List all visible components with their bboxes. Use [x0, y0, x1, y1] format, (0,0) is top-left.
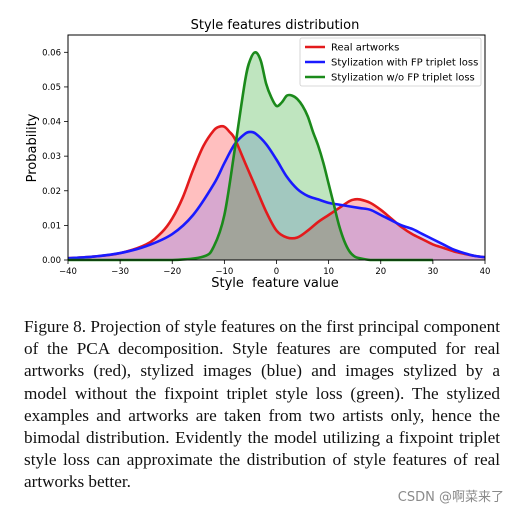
y-axis-ticks: 0.00 0.01 0.02 0.03 0.04 0.05 0.06	[42, 48, 68, 266]
x-tick-label: 0	[274, 267, 279, 277]
x-axis-label: Style feature value	[211, 276, 339, 291]
x-tick-label: −10	[215, 267, 233, 277]
figure-chart: Style features distribution −40 −30 −20 −10…	[25, 18, 490, 291]
y-tick-label: 0.02	[42, 187, 61, 197]
chart-title: Style features distribution	[191, 18, 360, 33]
x-tick-label: −20	[163, 267, 181, 277]
legend: Real artworks Stylization with FP triplet…	[299, 37, 482, 87]
y-tick-label: 0.00	[42, 256, 61, 266]
legend-box	[299, 37, 482, 87]
y-axis-label: Probability	[25, 113, 40, 182]
watermark: CSDN @啊菜来了	[397, 490, 504, 505]
x-tick-label: −40	[59, 267, 77, 277]
area-stylization-without-fp	[68, 52, 433, 261]
x-tick-label: 10	[323, 267, 334, 277]
plot-lines	[67, 51, 486, 262]
figure-caption: Figure 8. Projection of style features o…	[24, 317, 500, 492]
y-tick-label: 0.04	[42, 118, 61, 128]
x-axis-ticks: −40 −30 −20 −10 0 10 20 30 40	[59, 260, 490, 277]
x-tick-label: 40	[480, 267, 491, 277]
x-tick-label: 30	[427, 267, 438, 277]
line-stylization-with-fp	[67, 130, 486, 260]
legend-label-stylization-with-fp: Stylization with FP triplet loss	[331, 58, 478, 69]
line-stylization-without-fp	[68, 51, 433, 262]
line-real-artworks	[67, 124, 486, 260]
x-tick-label: −30	[111, 267, 129, 277]
legend-label-real-artworks: Real artworks	[331, 43, 399, 54]
area-stylization-with-fp	[68, 131, 485, 260]
y-tick-label: 0.01	[42, 221, 61, 231]
y-tick-label: 0.05	[42, 83, 61, 93]
y-tick-label: 0.03	[42, 152, 61, 162]
y-tick-label: 0.06	[42, 48, 61, 58]
plot-fills	[68, 52, 485, 261]
x-tick-label: 20	[375, 267, 386, 277]
area-real-artworks	[68, 126, 485, 260]
legend-label-stylization-without-fp: Stylization w/o FP triplet loss	[331, 73, 475, 84]
